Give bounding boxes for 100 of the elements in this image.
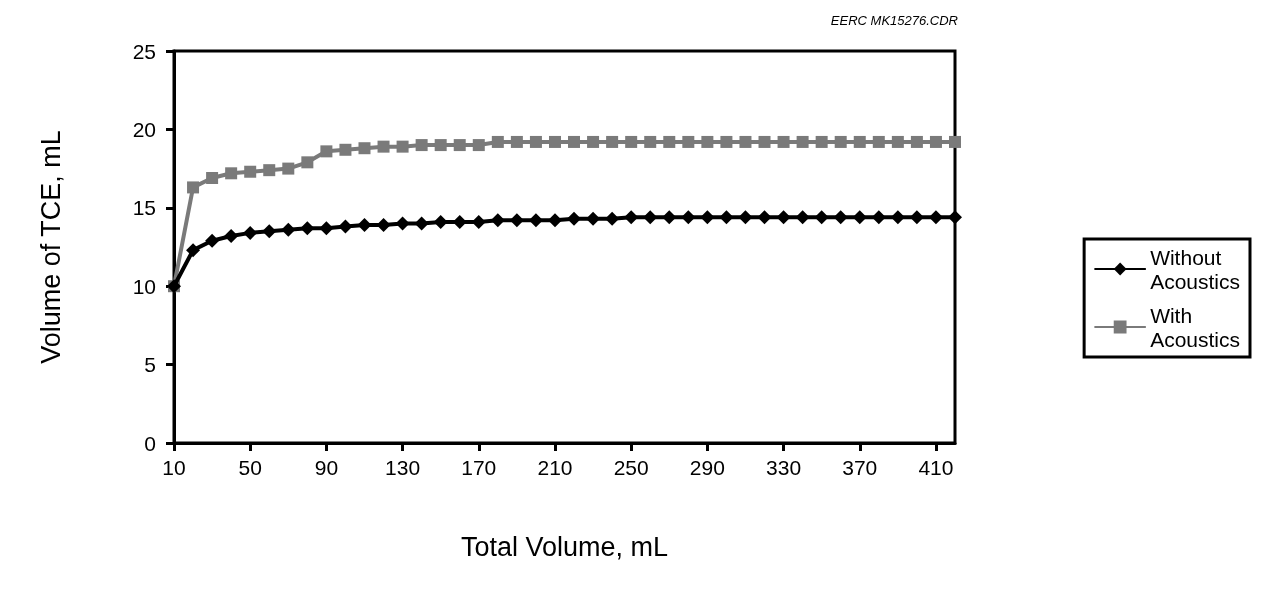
legend-label: With Acoustics: [1150, 303, 1241, 351]
point: [509, 213, 524, 228]
point: [414, 216, 429, 231]
point: [757, 210, 772, 225]
point: [358, 142, 371, 155]
x-tick-label: 50: [238, 456, 262, 479]
point: [187, 181, 200, 194]
point: [833, 210, 848, 225]
point: [510, 135, 523, 148]
y-tick-label: 20: [132, 117, 156, 141]
y-tick-label: 15: [132, 196, 156, 220]
point: [300, 221, 315, 236]
point: [320, 145, 333, 158]
point: [606, 135, 619, 148]
point: [338, 219, 353, 234]
point: [453, 139, 466, 152]
point: [625, 135, 638, 148]
x-axis-title: Total Volume, mL: [460, 531, 669, 562]
point: [568, 135, 581, 148]
point: [528, 213, 543, 228]
y-tick-label: 25: [132, 39, 156, 63]
point: [243, 225, 258, 240]
point: [206, 172, 219, 185]
x-tick-label: 290: [689, 456, 725, 479]
point: [186, 243, 201, 258]
point: [796, 135, 809, 148]
point: [949, 135, 961, 148]
point: [244, 165, 257, 178]
y-axis-title: Volume of TCE, mL: [35, 130, 66, 364]
point: [529, 135, 542, 148]
point: [567, 211, 582, 226]
point: [471, 214, 486, 229]
point: [929, 135, 942, 148]
x-tick-label: 90: [314, 456, 339, 479]
x-tick-label: 250: [613, 456, 649, 479]
point: [890, 210, 905, 225]
point: [547, 213, 562, 228]
point: [891, 135, 904, 148]
point: [433, 214, 448, 229]
point: [720, 135, 733, 148]
x-tick-label: 330: [766, 456, 802, 479]
x-tick-label: 210: [537, 456, 573, 479]
point: [795, 210, 810, 225]
point: [815, 135, 828, 148]
x-tick-label: 170: [461, 456, 497, 479]
point: [319, 221, 334, 236]
point: [205, 233, 220, 248]
point: [739, 135, 752, 148]
point: [701, 135, 714, 148]
point: [434, 139, 447, 152]
point: [490, 213, 505, 228]
point: [777, 135, 790, 148]
point: [281, 222, 296, 237]
point: [948, 210, 962, 225]
x-tick-label: 370: [842, 456, 878, 479]
point: [681, 210, 696, 225]
point: [738, 210, 753, 225]
point: [776, 210, 791, 225]
y-tick-label: 5: [144, 353, 156, 377]
x-tick-label: 10: [162, 456, 186, 479]
x-tick-label: 130: [385, 456, 421, 479]
point: [224, 229, 239, 244]
point: [357, 218, 372, 233]
point: [624, 210, 639, 225]
point: [644, 135, 657, 148]
point: [395, 216, 410, 231]
point: [377, 140, 390, 153]
point: [415, 139, 428, 152]
point: [834, 135, 847, 148]
y-tick-label: 0: [144, 431, 156, 455]
point: [587, 135, 600, 148]
point: [396, 140, 409, 153]
point: [339, 143, 352, 156]
point: [605, 211, 620, 226]
point: [700, 210, 715, 225]
point: [719, 210, 734, 225]
point: [586, 211, 601, 226]
point: [852, 210, 867, 225]
y-tick-label: 10: [132, 274, 156, 298]
point: [682, 135, 695, 148]
point: [871, 210, 886, 225]
point: [662, 210, 677, 225]
point: [814, 210, 829, 225]
text: EERC MK15276.CDR: [830, 13, 958, 28]
point: [282, 162, 295, 175]
point: [758, 135, 771, 148]
point: [643, 210, 658, 225]
point: [853, 135, 866, 148]
legend-label: Without Acoustics: [1150, 245, 1241, 293]
point: [301, 156, 314, 169]
point: [376, 218, 391, 233]
point: [263, 164, 276, 177]
point: [472, 139, 485, 152]
point: [225, 167, 238, 180]
point: [910, 135, 923, 148]
point: [872, 135, 885, 148]
point: [663, 135, 676, 148]
point: [548, 135, 561, 148]
point: [452, 214, 467, 229]
x-tick-label: 410: [918, 456, 954, 479]
